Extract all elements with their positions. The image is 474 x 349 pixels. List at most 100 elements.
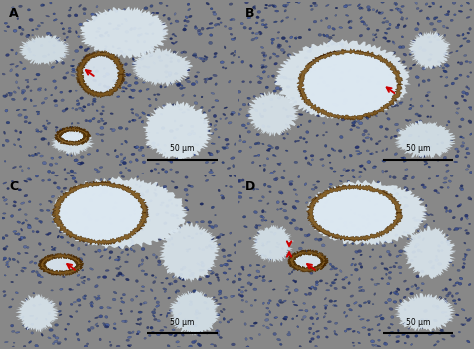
Ellipse shape — [74, 159, 77, 161]
Ellipse shape — [301, 242, 304, 244]
Ellipse shape — [260, 115, 264, 118]
Ellipse shape — [29, 18, 33, 21]
Ellipse shape — [257, 81, 262, 84]
Polygon shape — [274, 39, 411, 119]
Ellipse shape — [365, 103, 368, 105]
Ellipse shape — [75, 311, 78, 312]
Ellipse shape — [103, 85, 107, 88]
Ellipse shape — [465, 149, 468, 150]
Ellipse shape — [281, 68, 283, 70]
Ellipse shape — [25, 79, 29, 81]
Ellipse shape — [77, 247, 80, 251]
Ellipse shape — [462, 91, 465, 94]
Ellipse shape — [199, 33, 202, 35]
Ellipse shape — [21, 170, 23, 172]
Ellipse shape — [427, 116, 429, 118]
Ellipse shape — [139, 225, 143, 227]
Ellipse shape — [174, 120, 176, 122]
Ellipse shape — [449, 261, 452, 263]
Ellipse shape — [362, 225, 365, 227]
Ellipse shape — [100, 113, 103, 115]
Ellipse shape — [127, 190, 129, 191]
Ellipse shape — [362, 327, 366, 328]
Ellipse shape — [327, 198, 330, 199]
Ellipse shape — [234, 174, 237, 177]
Ellipse shape — [159, 60, 163, 61]
Ellipse shape — [13, 342, 15, 343]
Ellipse shape — [71, 155, 73, 156]
Ellipse shape — [140, 303, 142, 305]
Ellipse shape — [113, 327, 116, 329]
Ellipse shape — [14, 233, 17, 235]
Ellipse shape — [216, 236, 219, 239]
Ellipse shape — [458, 331, 461, 333]
Ellipse shape — [97, 27, 101, 30]
Ellipse shape — [300, 124, 302, 126]
Ellipse shape — [254, 299, 256, 301]
Ellipse shape — [357, 331, 360, 334]
Ellipse shape — [350, 155, 352, 157]
Ellipse shape — [136, 333, 139, 335]
Ellipse shape — [66, 36, 68, 38]
Ellipse shape — [427, 139, 430, 142]
Ellipse shape — [379, 256, 382, 258]
Ellipse shape — [310, 8, 313, 10]
Ellipse shape — [459, 277, 463, 279]
Ellipse shape — [399, 102, 403, 103]
Ellipse shape — [51, 246, 53, 248]
Ellipse shape — [128, 170, 131, 172]
Ellipse shape — [309, 340, 312, 343]
Ellipse shape — [182, 333, 184, 336]
Ellipse shape — [53, 248, 56, 251]
Ellipse shape — [344, 156, 346, 159]
Ellipse shape — [57, 235, 59, 238]
Ellipse shape — [89, 73, 92, 75]
Ellipse shape — [255, 37, 258, 39]
Ellipse shape — [361, 243, 364, 246]
Ellipse shape — [77, 274, 80, 276]
Ellipse shape — [68, 14, 71, 17]
Ellipse shape — [80, 97, 83, 99]
Ellipse shape — [376, 10, 378, 13]
Ellipse shape — [330, 284, 332, 287]
Ellipse shape — [135, 146, 139, 148]
Ellipse shape — [358, 277, 360, 281]
Ellipse shape — [324, 305, 328, 306]
Ellipse shape — [294, 53, 296, 55]
Ellipse shape — [135, 159, 138, 162]
Ellipse shape — [60, 288, 63, 290]
Text: 50 μm: 50 μm — [406, 144, 430, 154]
Ellipse shape — [284, 316, 288, 319]
Ellipse shape — [359, 95, 362, 96]
Ellipse shape — [67, 196, 71, 199]
Ellipse shape — [445, 311, 447, 313]
Ellipse shape — [360, 165, 363, 168]
Polygon shape — [38, 253, 83, 276]
Ellipse shape — [259, 113, 261, 116]
Ellipse shape — [268, 145, 272, 147]
Ellipse shape — [69, 9, 71, 11]
Ellipse shape — [467, 87, 470, 90]
Ellipse shape — [412, 251, 416, 253]
Ellipse shape — [455, 282, 459, 284]
Ellipse shape — [92, 79, 97, 82]
Ellipse shape — [395, 26, 399, 29]
Ellipse shape — [78, 36, 80, 38]
Ellipse shape — [324, 144, 327, 147]
Ellipse shape — [318, 34, 322, 36]
Ellipse shape — [125, 168, 127, 169]
Ellipse shape — [164, 86, 166, 88]
Ellipse shape — [72, 177, 76, 179]
Ellipse shape — [116, 77, 119, 80]
Ellipse shape — [108, 232, 111, 233]
Ellipse shape — [154, 94, 156, 96]
Ellipse shape — [81, 162, 84, 164]
Ellipse shape — [462, 34, 464, 36]
Ellipse shape — [60, 91, 63, 93]
Ellipse shape — [372, 344, 374, 347]
Ellipse shape — [83, 63, 85, 66]
Ellipse shape — [455, 77, 458, 80]
Ellipse shape — [119, 310, 122, 312]
Ellipse shape — [99, 187, 102, 189]
Ellipse shape — [99, 315, 103, 318]
